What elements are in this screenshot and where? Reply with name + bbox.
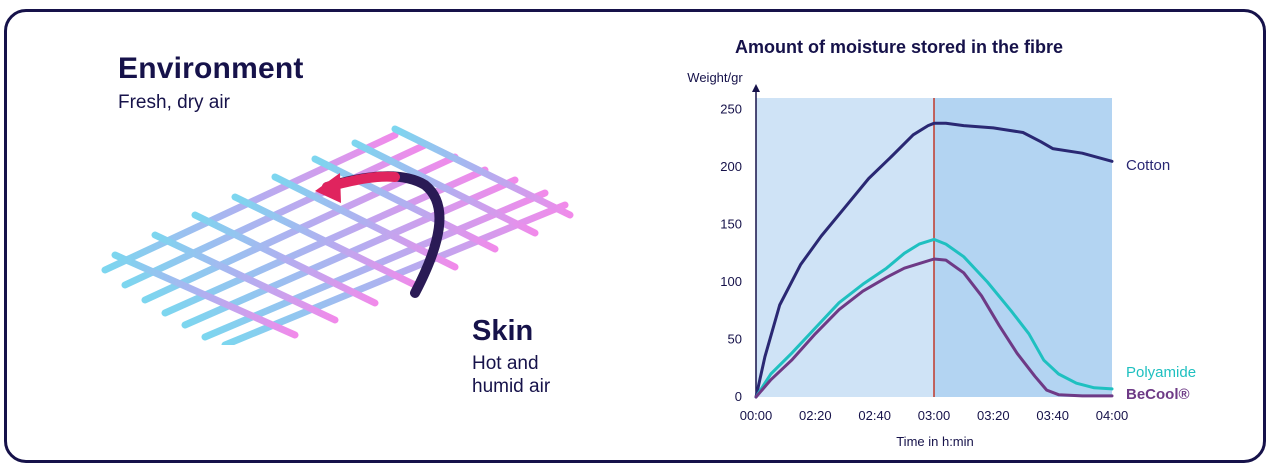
environment-subtitle: Fresh, dry air — [118, 92, 230, 113]
y-tick-label: 50 — [728, 332, 742, 347]
x-axis-label: Time in h:min — [896, 434, 974, 449]
series-label-0: Cotton — [1126, 157, 1170, 174]
shade-before-divider — [756, 98, 934, 397]
series-label-2: BeCool® — [1126, 386, 1190, 403]
y-tick-label: 100 — [720, 274, 742, 289]
y-tick-label: 150 — [720, 217, 742, 232]
x-tick-label: 00:00 — [740, 408, 773, 423]
environment-title: Environment — [118, 52, 304, 85]
x-tick-label: 04:00 — [1096, 408, 1129, 423]
fabric-weave-illustration — [101, 125, 574, 345]
x-tick-label: 03:40 — [1036, 408, 1069, 423]
y-axis-label: Weight/gr — [687, 70, 743, 85]
y-axis-arrow — [752, 84, 760, 92]
moisture-arrow — [315, 171, 445, 298]
x-tick-label: 02:20 — [799, 408, 832, 423]
series-line-0 — [754, 121, 1114, 399]
x-tick-label: 03:00 — [918, 408, 951, 423]
series-line-2 — [754, 257, 1114, 399]
y-tick-label: 250 — [720, 102, 742, 117]
series-line-1 — [754, 237, 1114, 399]
shade-after-divider — [934, 98, 1112, 397]
skin-subtitle: Hot and humid air — [472, 353, 551, 397]
x-tick-label: 03:20 — [977, 408, 1010, 423]
skin-title: Skin — [472, 315, 534, 347]
chart-title: Amount of moisture stored in the fibre — [735, 37, 1064, 57]
series-label-1: Polyamide — [1126, 364, 1196, 381]
x-tick-label: 02:40 — [858, 408, 891, 423]
y-tick-label: 200 — [720, 159, 742, 174]
y-tick-label: 0 — [735, 389, 742, 404]
